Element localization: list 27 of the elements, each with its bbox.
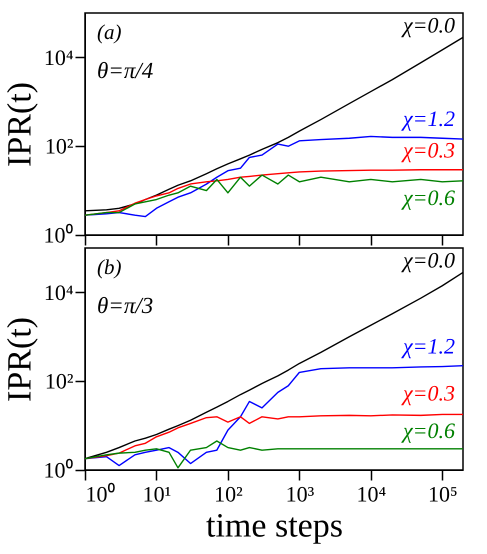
series-label: χ=0.6 [400, 418, 455, 443]
y-tick-label: 10⁴ [44, 44, 74, 70]
x-tick-label: 10³ [286, 482, 315, 506]
series-label: χ=0.3 [400, 138, 455, 163]
x-tick-label: 10⁰ [86, 482, 116, 506]
y-tick-label: 10⁴ [44, 280, 74, 305]
x-axis-title: time steps [206, 508, 343, 544]
y-axis-title: IPR(t) [2, 82, 38, 167]
x-tick-label: 10² [214, 482, 244, 506]
annotation: (a) [97, 20, 122, 44]
y-tick-label: 10² [44, 368, 74, 394]
y-tick-label: 10² [44, 134, 74, 159]
y-axis-title: IPR(t) [2, 317, 38, 402]
x-tick-label: 10⁴ [356, 482, 386, 506]
y-tick-label: 10⁰ [44, 222, 74, 248]
annotation: (b) [97, 255, 122, 279]
annotation: θ=π/3 [97, 293, 154, 318]
series-label: χ=1.2 [400, 334, 455, 359]
series-label: χ=0.0 [400, 12, 455, 38]
series-label: χ=0.0 [400, 247, 455, 272]
x-tick-label: 10¹ [142, 482, 172, 506]
series-label: χ=1.2 [400, 106, 455, 132]
y-tick-label: 10⁰ [44, 458, 74, 482]
series-label: χ=0.6 [400, 184, 455, 210]
x-tick-label: 10⁵ [428, 482, 458, 506]
annotation: θ=π/4 [97, 58, 154, 83]
series-label: χ=0.3 [400, 380, 455, 406]
